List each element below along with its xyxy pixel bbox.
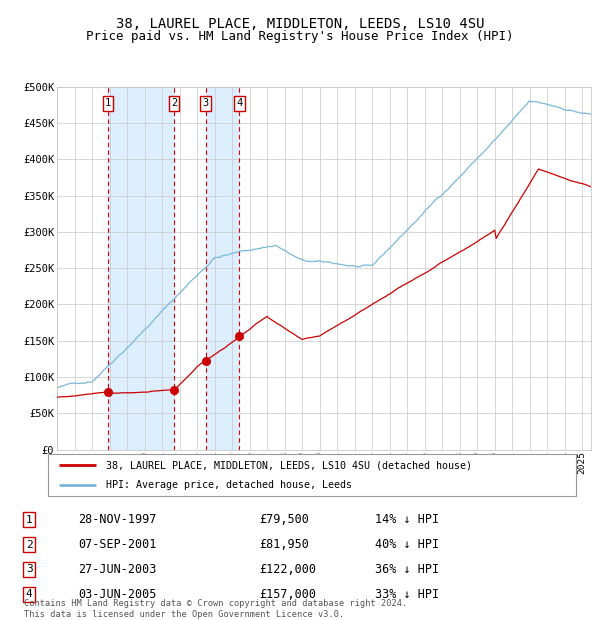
Text: £79,500: £79,500 [260, 513, 310, 526]
Text: 1: 1 [105, 99, 111, 108]
Bar [206, 87, 239, 450]
Text: 03-JUN-2005: 03-JUN-2005 [78, 588, 157, 601]
Text: 4: 4 [26, 590, 32, 600]
Text: 1: 1 [26, 515, 32, 525]
Text: 38, LAUREL PLACE, MIDDLETON, LEEDS, LS10 4SU: 38, LAUREL PLACE, MIDDLETON, LEEDS, LS10… [116, 17, 484, 32]
Text: 3: 3 [203, 99, 209, 108]
Text: 28-NOV-1997: 28-NOV-1997 [78, 513, 157, 526]
Text: Contains HM Land Registry data © Crown copyright and database right 2024.
This d: Contains HM Land Registry data © Crown c… [24, 600, 407, 619]
Text: 3: 3 [26, 564, 32, 575]
Text: Price paid vs. HM Land Registry's House Price Index (HPI): Price paid vs. HM Land Registry's House … [86, 30, 514, 43]
Text: 4: 4 [236, 99, 242, 108]
Text: £122,000: £122,000 [260, 563, 317, 576]
Text: 40% ↓ HPI: 40% ↓ HPI [375, 538, 439, 551]
Text: 2: 2 [171, 99, 177, 108]
Bar [108, 87, 174, 450]
FancyBboxPatch shape [48, 454, 576, 496]
Text: 33% ↓ HPI: 33% ↓ HPI [375, 588, 439, 601]
Text: 2: 2 [26, 539, 32, 549]
Text: HPI: Average price, detached house, Leeds: HPI: Average price, detached house, Leed… [106, 480, 352, 490]
Text: 07-SEP-2001: 07-SEP-2001 [78, 538, 157, 551]
Text: £157,000: £157,000 [260, 588, 317, 601]
Text: 27-JUN-2003: 27-JUN-2003 [78, 563, 157, 576]
Text: 36% ↓ HPI: 36% ↓ HPI [375, 563, 439, 576]
Text: 14% ↓ HPI: 14% ↓ HPI [375, 513, 439, 526]
Text: 38, LAUREL PLACE, MIDDLETON, LEEDS, LS10 4SU (detached house): 38, LAUREL PLACE, MIDDLETON, LEEDS, LS10… [106, 460, 472, 470]
Text: £81,950: £81,950 [260, 538, 310, 551]
